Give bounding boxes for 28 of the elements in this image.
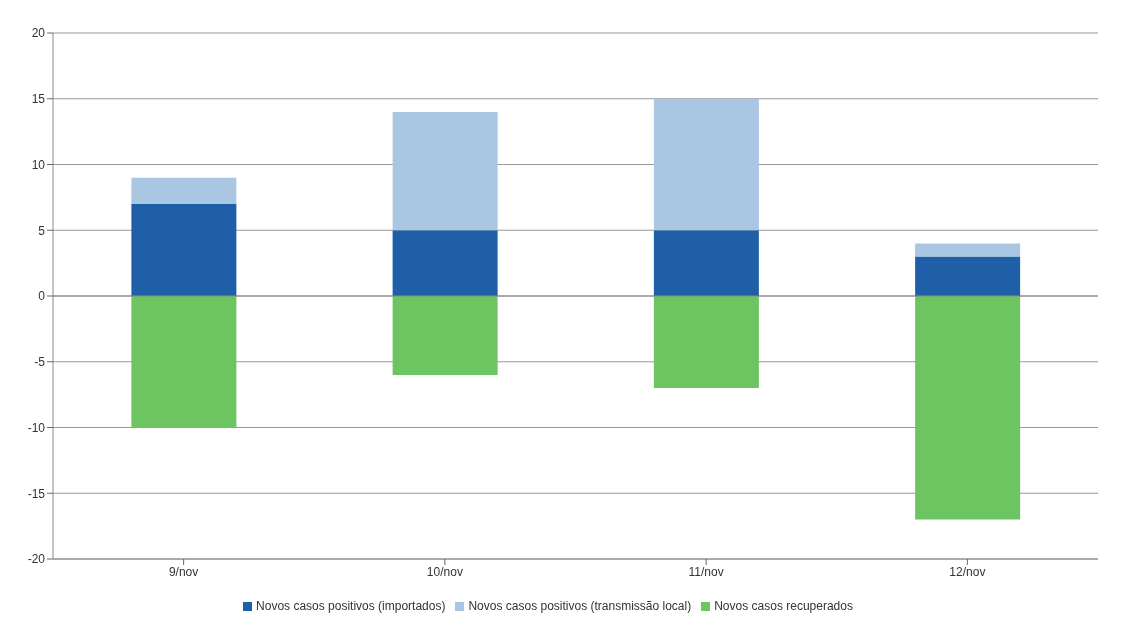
x-tick-label: 12/nov xyxy=(949,564,986,579)
bar xyxy=(915,243,1021,257)
y-tick-label: 0 xyxy=(38,289,46,304)
y-tick-label: 20 xyxy=(31,26,46,41)
y-tick-label: -5 xyxy=(34,355,46,370)
y-tick-label: 15 xyxy=(31,92,46,107)
legend-label: Novos casos positivos (transmissão local) xyxy=(468,599,692,613)
legend-label: Novos casos positivos (importados) xyxy=(256,599,446,613)
bar xyxy=(131,296,237,428)
bar xyxy=(915,296,1021,520)
y-tick-label: -20 xyxy=(27,552,46,567)
bar xyxy=(131,177,237,204)
x-tick-label: 9/nov xyxy=(168,564,199,579)
bar xyxy=(392,111,498,231)
y-tick-label: 5 xyxy=(38,223,46,238)
bar xyxy=(131,203,237,296)
y-tick-label: 10 xyxy=(31,157,46,172)
bar xyxy=(392,296,498,375)
y-tick-label: -15 xyxy=(27,486,46,501)
x-tick-label: 11/nov xyxy=(688,564,724,579)
bar xyxy=(392,230,498,296)
x-tick-label: 10/nov xyxy=(426,564,463,579)
y-tick-label: -10 xyxy=(27,420,46,435)
legend-label: Novos casos recuperados xyxy=(714,599,853,613)
bar xyxy=(653,296,759,389)
bar xyxy=(653,98,759,231)
bar xyxy=(653,230,759,296)
bar xyxy=(915,256,1021,296)
